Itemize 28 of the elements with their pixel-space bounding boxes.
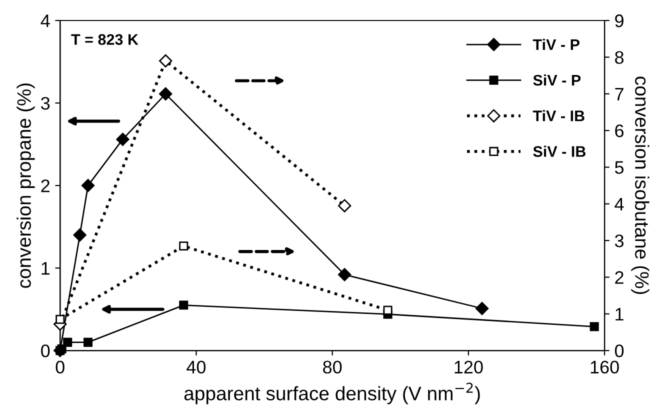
y2-tick-label: 3 (614, 234, 624, 248)
x-tick-label: 160 (590, 360, 619, 374)
y-axis-title: conversion propane (%) (16, 84, 35, 288)
y2-tick-label: 2 (615, 271, 624, 284)
y2-tick-label: 9 (615, 14, 624, 28)
y-tick-label: 0 (41, 344, 50, 358)
x-tick-label: 0 (56, 360, 64, 374)
y-tick-label: 4 (40, 14, 50, 28)
y-tick-label: 2 (41, 179, 50, 192)
y2-tick-label: 1 (616, 308, 624, 320)
legend-label: TiV - IB (532, 110, 584, 122)
y2-tick-label: 8 (615, 51, 624, 64)
legend-label: SiV - P (533, 74, 581, 86)
legend-label: TiV - P (532, 38, 580, 50)
x-tick-label: 40 (186, 360, 206, 374)
legend-label: SiV - IB (533, 146, 586, 157)
x-tick-label: 80 (323, 360, 342, 374)
y2-tick-label: 6 (615, 124, 624, 138)
x-axis-title: apparent surface density (V nm$^{−2}$) (184, 382, 480, 404)
y2-tick-label: 5 (614, 161, 624, 174)
y2-tick-label: 7 (615, 88, 624, 100)
y2-tick-label: 4 (614, 198, 624, 210)
y2-axis-title: conversion isobutane (%) (631, 76, 650, 294)
y-tick-label: 3 (41, 96, 50, 110)
y2-tick-label: 0 (614, 344, 624, 358)
x-tick-label: 120 (454, 360, 483, 374)
annotation: T = 823 K (71, 34, 138, 45)
y-tick-label: 1 (42, 262, 50, 275)
